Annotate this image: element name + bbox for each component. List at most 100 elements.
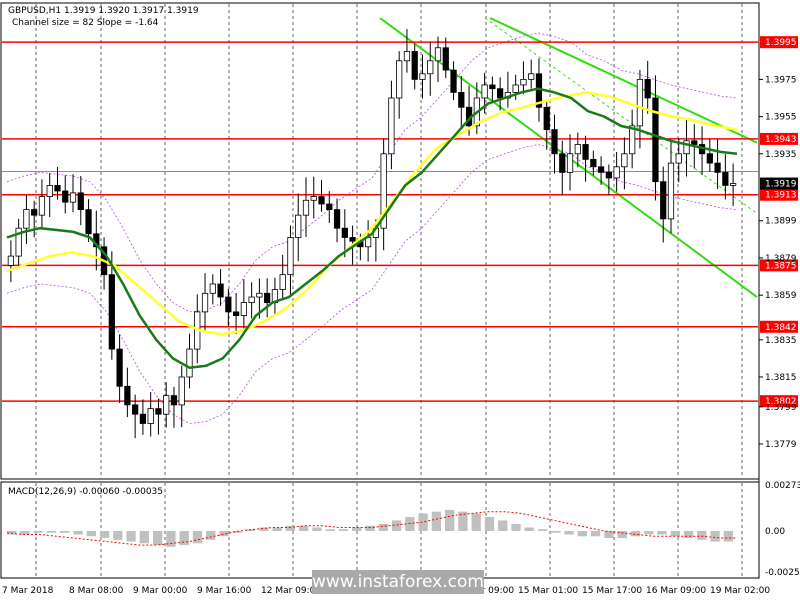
level-badge (760, 188, 798, 201)
candle-body (729, 183, 737, 186)
macd-bar (7, 531, 17, 535)
candle-body (38, 196, 46, 216)
candle-body (341, 227, 348, 238)
macd-bar (113, 531, 123, 540)
macd-bar (683, 531, 694, 539)
candle-body (170, 395, 178, 406)
level-badge-label: 1.3995 (765, 38, 797, 48)
watermark: www.instaforex.com (312, 570, 484, 594)
channel-info: Channel size = 82 Slope = -1.64 (12, 18, 159, 28)
level-badge (760, 132, 798, 145)
candle-body (605, 171, 612, 179)
y-tick-label: 1.3815 (765, 373, 797, 383)
candle-body (528, 73, 535, 80)
macd-bar (259, 527, 269, 531)
candle-body (54, 185, 61, 192)
macd-bar (33, 531, 43, 533)
candle-body (675, 153, 682, 164)
candle-body (116, 348, 123, 387)
macd-bar (471, 513, 481, 531)
candle-body (380, 153, 387, 229)
macd-bar (192, 531, 203, 544)
price-pane (0, 2, 760, 480)
macd-bar (723, 531, 734, 542)
candle-body (256, 292, 263, 298)
macd-tick-label: -0.00253 (765, 568, 800, 578)
candle-body (264, 292, 271, 303)
candle-body (279, 274, 286, 290)
level-badge (760, 320, 798, 333)
candles (7, 29, 737, 439)
x-tick-label: 7 Mar 2018 (2, 586, 54, 596)
candle-body (69, 192, 77, 203)
macd-bar (498, 520, 508, 531)
candle-body (613, 166, 620, 179)
macd-tick-label: 0.00273 (765, 481, 800, 491)
macd-bar (99, 531, 110, 539)
macd-bar (551, 531, 561, 533)
y-tick-label: 1.3835 (765, 336, 797, 346)
candle-body (667, 162, 675, 220)
level-badge (760, 36, 798, 49)
macd-bar (299, 525, 309, 531)
candle-body (403, 51, 411, 62)
macd-bar (657, 531, 667, 535)
candle-body (481, 84, 488, 99)
candle-body (147, 408, 154, 424)
level-badge-label: 1.3913 (765, 191, 797, 201)
candle-body (186, 348, 193, 378)
macd-bar (206, 531, 216, 540)
candle-body (597, 166, 605, 173)
candle-body (683, 140, 690, 155)
candle-body (302, 199, 310, 216)
macd-bar (431, 511, 442, 531)
candle-body (629, 125, 636, 155)
candle-body (621, 153, 628, 168)
candle-body (201, 292, 209, 313)
candle-body (209, 283, 216, 294)
candle-body (551, 129, 558, 155)
candle-body (139, 413, 147, 424)
candle-body (411, 51, 418, 80)
level-badge (760, 259, 798, 272)
candle-body (512, 84, 519, 93)
candle-body (326, 203, 333, 210)
current-price-badge (760, 177, 798, 190)
candle-body (333, 209, 341, 229)
candle-body (108, 274, 115, 350)
level-badge-label: 1.3875 (765, 261, 797, 271)
candle-body (574, 144, 581, 155)
candle-body (419, 73, 426, 80)
macd-bar (338, 529, 349, 531)
candle-body (458, 92, 465, 108)
y-tick-label: 1.3899 (765, 217, 797, 227)
moving-averages (6, 87, 738, 369)
candle-body (15, 227, 22, 257)
candle-body (318, 196, 325, 205)
macd-bar (591, 531, 601, 537)
candle-body (520, 78, 527, 86)
current-price-label: 1.3919 (765, 180, 797, 190)
candle-body (644, 78, 651, 99)
y-tick-label: 1.3799 (765, 403, 797, 413)
symbol-header: GBPUSD,H1 1.3919 1.3920 1.3917 1.3919 (8, 6, 199, 16)
envelope-lower (6, 144, 738, 424)
candle-body (497, 88, 504, 99)
macd-bar (604, 531, 614, 539)
y-tick-label: 1.3935 (765, 150, 797, 160)
candle-body (132, 404, 139, 415)
channel-upper-bound (489, 17, 758, 144)
candle-body (691, 140, 698, 145)
x-tick-label: 8 Mar 08:00 (69, 586, 124, 596)
macd-bar (352, 527, 362, 531)
candle-body (23, 209, 30, 229)
y-tick-label: 1.3779 (765, 440, 797, 450)
macd-signal-line (6, 511, 737, 546)
y-tick-label: 1.3975 (765, 75, 797, 85)
candle-body (7, 255, 15, 266)
x-tick-label: 9 Mar 00:00 (133, 586, 188, 596)
macd-bar (577, 531, 588, 537)
candle-body (706, 153, 713, 164)
level-badge-label: 1.3842 (765, 323, 797, 333)
candle-body (489, 84, 496, 90)
